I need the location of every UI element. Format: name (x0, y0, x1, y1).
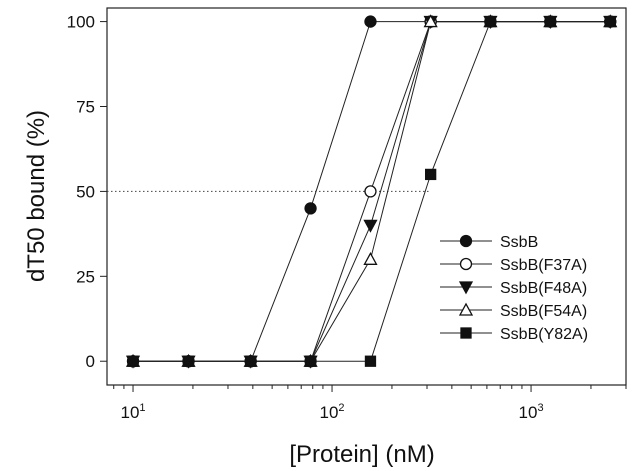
legend-label: SsbB(Y82A) (500, 326, 588, 343)
y-tick-label: 25 (76, 267, 95, 286)
series-markers-layer (125, 14, 618, 369)
legend-label: SsbB (500, 234, 538, 251)
data-point-0-4 (364, 15, 377, 28)
data-point-4-0 (127, 355, 139, 367)
data-point-3-4 (363, 251, 378, 265)
x-tick-label: 101 (121, 402, 146, 422)
y-tick-label: 100 (67, 13, 95, 32)
data-point-4-8 (604, 15, 616, 28)
legend-label: SsbB(F54A) (500, 303, 587, 320)
legend-marker (458, 302, 474, 316)
legend-label: SsbB(F48A) (500, 280, 587, 297)
legend: SsbB SsbB(F37A) SsbB(F48A) SsbB(F54A) SsbB(Y… (440, 234, 588, 343)
y-axis-ticks: 0 25 50 75 100 (67, 13, 107, 371)
x-tick-label: 102 (320, 402, 345, 422)
data-point-0-3 (304, 202, 317, 215)
data-point-4-4 (364, 355, 377, 367)
legend-marker (459, 257, 473, 271)
y-axis-title: dT50 bound (%) (23, 110, 50, 282)
y-tick-label: 50 (76, 182, 95, 201)
x-axis-ticks: 101 102 103 (113, 385, 627, 422)
data-point-3-5 (423, 14, 438, 28)
legend-marker (459, 234, 473, 248)
data-point-4-5 (425, 168, 437, 181)
x-axis-title: [Protein] (nM) (289, 441, 434, 468)
legend-label: SsbB(F37A) (500, 257, 587, 274)
data-point-4-6 (484, 15, 497, 28)
data-point-1-4 (364, 185, 377, 198)
data-point-4-1 (182, 355, 195, 367)
legend-marker (460, 327, 472, 339)
plot-frame (106, 7, 627, 386)
data-point-4-3 (304, 355, 317, 367)
data-point-4-7 (544, 15, 556, 28)
y-tick-label: 75 (76, 97, 95, 116)
data-point-4-2 (245, 355, 257, 367)
legend-marker (458, 281, 474, 295)
x-tick-label: 103 (519, 402, 544, 422)
y-tick-label: 0 (86, 352, 95, 371)
data-point-2-4 (363, 219, 378, 233)
